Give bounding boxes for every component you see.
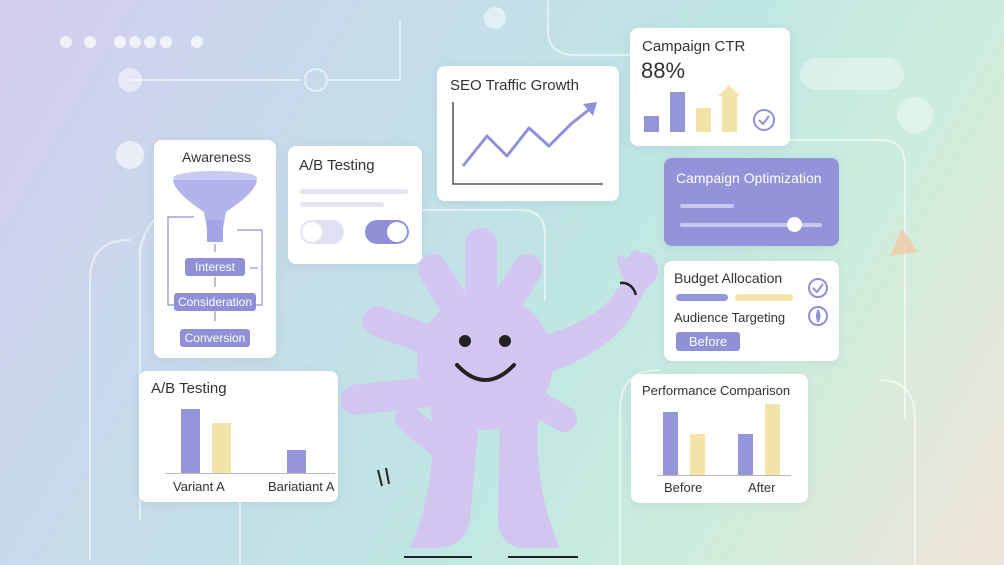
placeholder-line [300, 189, 408, 194]
chart-bar [690, 434, 705, 475]
funnel-title: Awareness [182, 149, 252, 165]
ab-toggle-card: A/B Testing [288, 146, 422, 264]
budget-bar-yellow [735, 294, 793, 301]
funnel-stage-conversion: Conversion [180, 329, 250, 347]
campaign-optimization-card: Campaign Optimization [664, 158, 839, 246]
chart-bar [212, 422, 231, 473]
budget-allocation-card: Budget Allocation Audience Targeting Bef… [664, 261, 839, 361]
performance-comparison-card: Performance Comparison Before After [631, 374, 808, 503]
chart-bar [663, 412, 678, 475]
chart-bar [181, 408, 200, 473]
perf-chart-plot [657, 404, 791, 476]
placeholder-line [300, 202, 384, 207]
chart-bar [765, 404, 780, 475]
ab-toggle-title: A/B Testing [299, 157, 375, 174]
optimization-title: Campaign Optimization [676, 170, 822, 186]
chart-bar [287, 449, 306, 473]
audience-targeting-label: Audience Targeting [674, 310, 786, 325]
ctr-bars [644, 85, 744, 132]
ctr-bar [696, 107, 711, 132]
seo-trend-chart [452, 102, 603, 185]
budget-title: Budget Allocation [674, 270, 783, 286]
budget-bar-purple [676, 294, 728, 301]
check-circle-icon [808, 278, 828, 298]
funnel-stage-consideration: Consideration [174, 293, 256, 311]
funnel-stage-interest: Interest [185, 258, 245, 276]
toggle-knob [302, 222, 322, 242]
perf-chart-title: Performance Comparison [642, 383, 791, 398]
toggle-on[interactable] [365, 220, 409, 244]
before-button[interactable]: Before [676, 332, 740, 351]
ctr-title: Campaign CTR [642, 38, 746, 55]
x-tick-label: Bariatiant A [268, 479, 335, 494]
ab-chart-plot [165, 405, 335, 474]
optimization-slider-knob[interactable] [786, 217, 802, 232]
toggle-off[interactable] [300, 220, 344, 244]
optimization-slider-track[interactable] [680, 217, 822, 232]
funnel-icon [167, 171, 263, 321]
ab-chart-title: A/B Testing [151, 380, 227, 397]
placeholder-line [680, 204, 734, 208]
toggle-knob [387, 222, 407, 242]
up-arrow-icon [718, 85, 740, 97]
target-icon [808, 306, 828, 326]
campaign-ctr-card: Campaign CTR 88% [630, 28, 790, 146]
x-tick-label: Before [664, 480, 703, 495]
seo-traffic-card: SEO Traffic Growth [437, 66, 619, 201]
x-tick-label: Variant A [173, 479, 225, 494]
ctr-bar [722, 96, 737, 132]
chart-bar [738, 434, 753, 475]
funnel-card: Awareness Interest Consideration Convers… [154, 140, 276, 358]
ab-testing-chart-card: A/B Testing Variant A Bariatiant A [139, 371, 338, 502]
ctr-bar [644, 116, 659, 132]
seo-traffic-title: SEO Traffic Growth [450, 77, 579, 94]
check-circle-icon [753, 109, 775, 131]
ctr-value: 88% [641, 58, 686, 83]
ctr-bar [670, 92, 685, 132]
x-tick-label: After [748, 480, 776, 495]
